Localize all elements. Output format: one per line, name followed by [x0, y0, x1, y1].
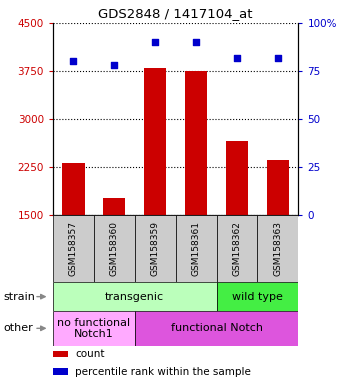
- Text: GSM158362: GSM158362: [233, 221, 241, 276]
- Text: functional Notch: functional Notch: [170, 323, 263, 333]
- Bar: [53, 282, 217, 311]
- Text: count: count: [75, 349, 104, 359]
- Bar: [185, 71, 207, 215]
- Title: GDS2848 / 1417104_at: GDS2848 / 1417104_at: [98, 7, 253, 20]
- Text: no functional
Notch1: no functional Notch1: [57, 318, 130, 339]
- Bar: [53, 351, 68, 358]
- Text: GSM158357: GSM158357: [69, 221, 78, 276]
- Bar: [217, 215, 257, 282]
- Bar: [217, 282, 298, 311]
- Text: GSM158361: GSM158361: [192, 221, 201, 276]
- Point: [275, 55, 281, 61]
- Bar: [135, 215, 176, 282]
- Bar: [53, 215, 94, 282]
- Bar: [62, 163, 85, 215]
- Text: wild type: wild type: [232, 291, 283, 302]
- Bar: [135, 311, 298, 346]
- Point: [71, 58, 76, 65]
- Point: [193, 39, 199, 45]
- Point: [234, 55, 240, 61]
- Bar: [94, 215, 135, 282]
- Bar: [257, 215, 298, 282]
- Text: other: other: [3, 323, 33, 333]
- Text: strain: strain: [3, 291, 35, 302]
- Point: [152, 39, 158, 45]
- Bar: [103, 199, 125, 215]
- Text: GSM158363: GSM158363: [273, 221, 282, 276]
- Text: percentile rank within the sample: percentile rank within the sample: [75, 366, 251, 377]
- Text: GSM158360: GSM158360: [110, 221, 119, 276]
- Bar: [144, 68, 166, 215]
- Bar: [53, 311, 135, 346]
- Bar: [226, 141, 248, 215]
- Bar: [267, 160, 289, 215]
- Text: GSM158359: GSM158359: [151, 221, 160, 276]
- Bar: [176, 215, 217, 282]
- Bar: [53, 368, 68, 375]
- Point: [112, 62, 117, 68]
- Text: transgenic: transgenic: [105, 291, 164, 302]
